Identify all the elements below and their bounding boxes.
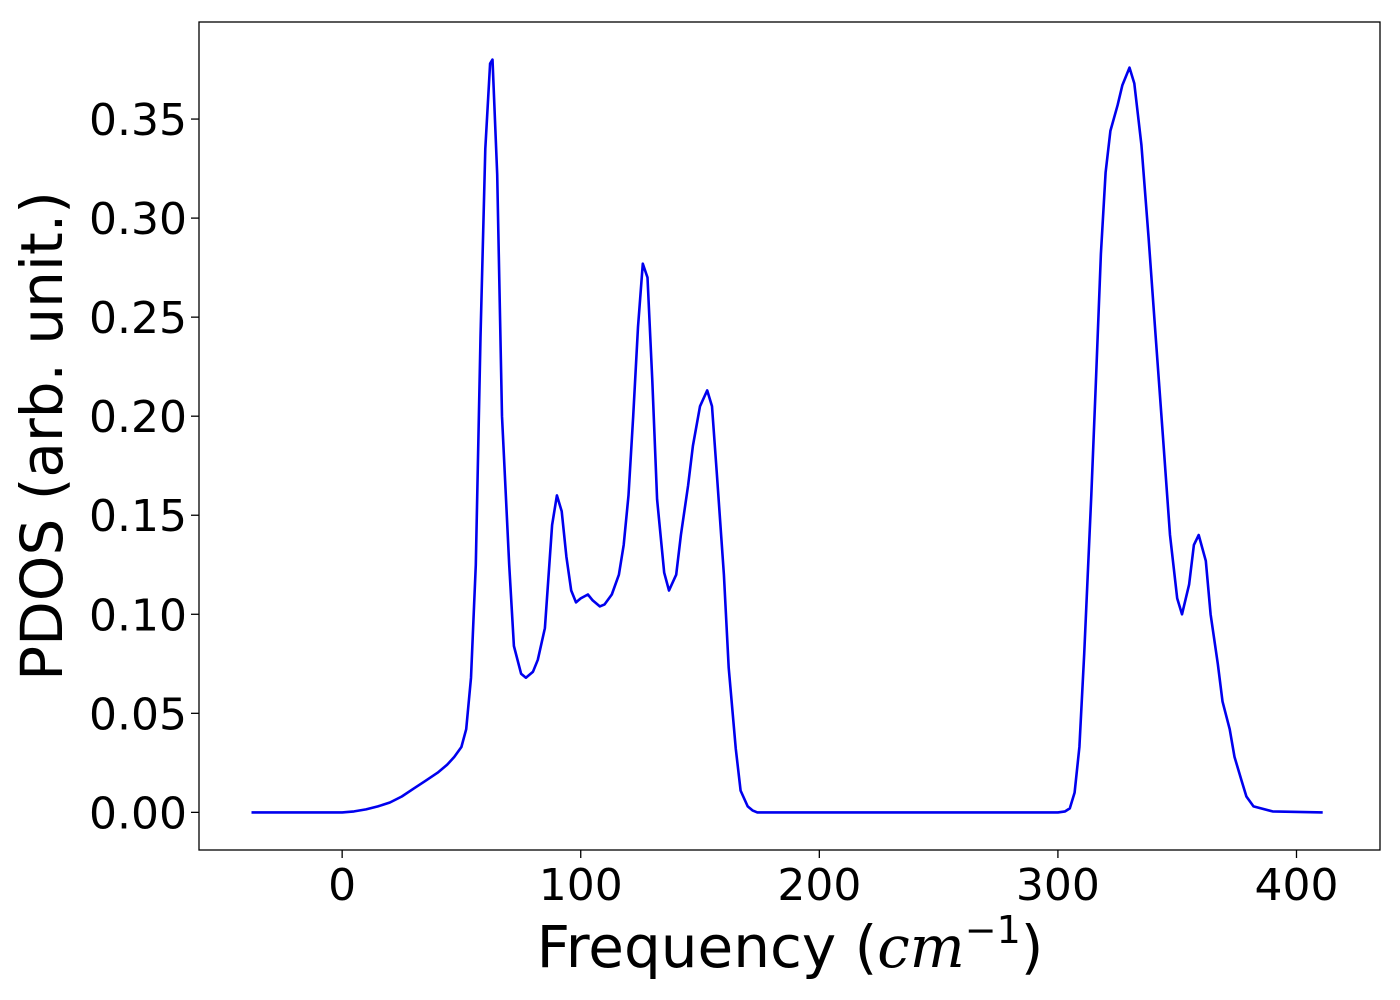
x-tick-label: 400 — [1255, 860, 1339, 911]
y-tick-label: 0.10 — [89, 590, 187, 641]
x-axis-label: Frequency (cm−1) — [537, 908, 1044, 981]
x-axis-label-exponent: −1 — [965, 908, 1021, 952]
x-tick-label: 200 — [777, 860, 861, 911]
y-tick-label: 0.20 — [89, 392, 187, 443]
x-axis-label-unit: cm — [877, 913, 964, 981]
x-axis-ticks: 0 100 200 300 400 — [328, 850, 1338, 911]
plot-frame — [198, 21, 1381, 851]
y-tick-label: 0.35 — [89, 95, 187, 146]
y-axis-ticks: 0.00 0.05 0.10 0.15 0.20 0.25 0.30 0.35 — [89, 95, 199, 839]
y-tick-label: 0.30 — [89, 194, 187, 245]
y-tick-label: 0.05 — [89, 689, 187, 740]
x-tick-label: 100 — [539, 860, 623, 911]
x-tick-label: 0 — [328, 860, 356, 911]
y-tick-label: 0.25 — [89, 293, 187, 344]
y-tick-label: 0.15 — [89, 491, 187, 542]
x-tick-label: 300 — [1016, 860, 1100, 911]
pdos-series-line — [251, 58, 1323, 814]
y-axis-label: PDOS (arb. unit.) — [8, 191, 76, 681]
x-axis-label-suffix: ) — [1021, 913, 1044, 981]
y-tick-label: 0.00 — [89, 788, 187, 839]
x-axis-label-prefix: Frequency ( — [537, 913, 878, 981]
